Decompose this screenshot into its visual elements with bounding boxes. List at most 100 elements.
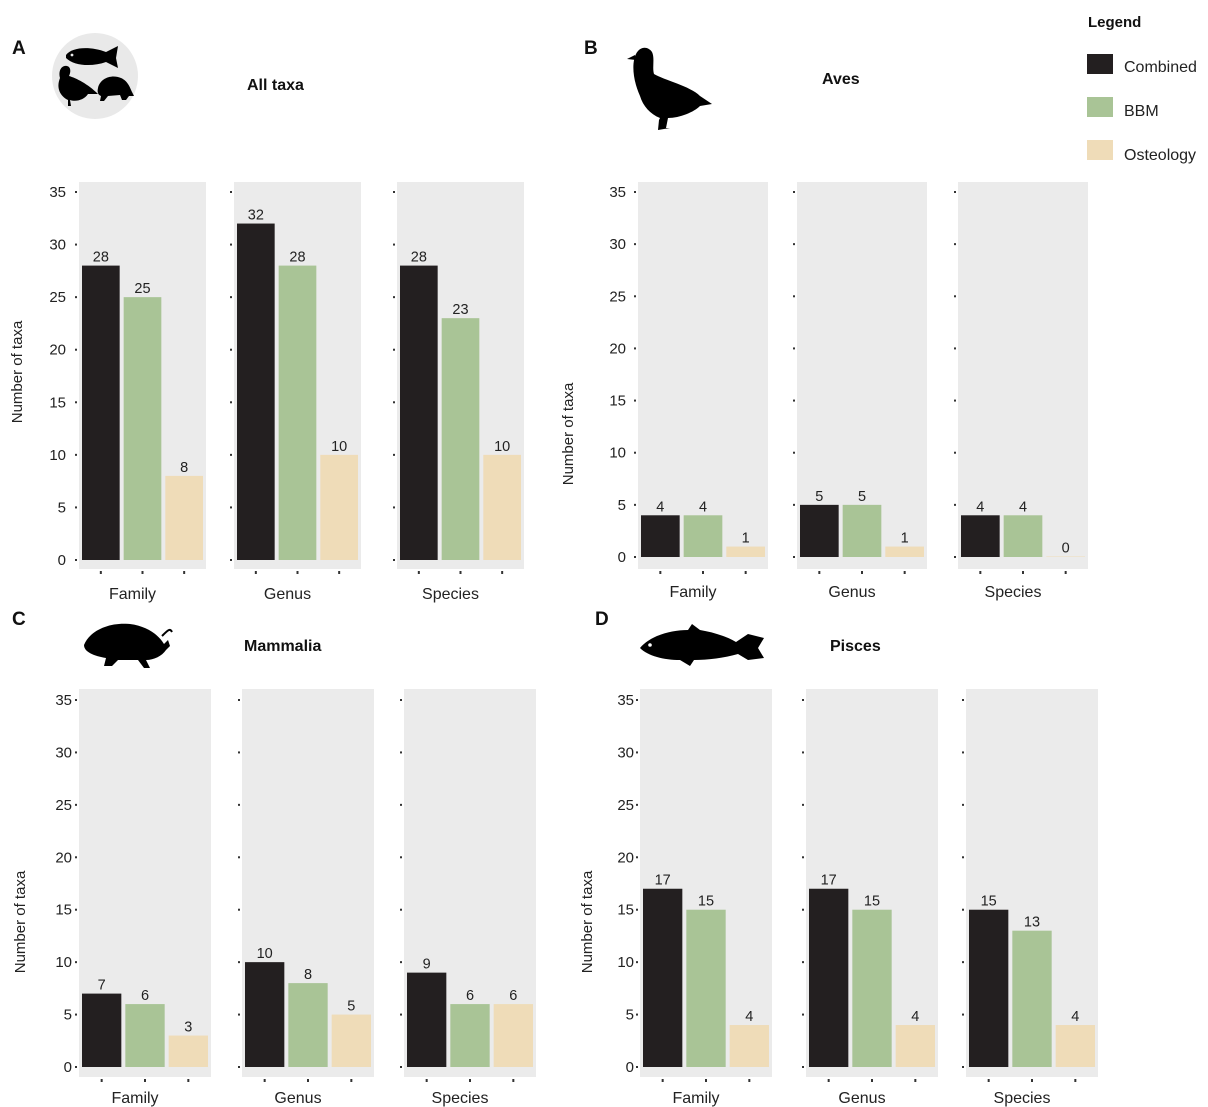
panel-b: B Aves Number of taxa [560, 38, 860, 485]
x-tick-mark-a-species-osteology [501, 571, 504, 574]
y-tick-mark-b-family-35 [634, 191, 636, 193]
bar-d-genus-osteology [895, 1025, 935, 1067]
x-tick-mark-c-family-combined [100, 1079, 103, 1082]
y-tick-mark-b-genus-5 [793, 503, 795, 506]
all-taxa-icon [52, 33, 138, 119]
bar-c-genus-osteology [331, 1014, 371, 1067]
y-tick-mark-d-genus-5 [802, 1013, 804, 1016]
bar-d-family-osteology [729, 1025, 769, 1067]
y-tick-mark-a-family-35 [75, 191, 77, 193]
y-tick-mark-d-family-0 [636, 1066, 638, 1068]
data-label-b-family-osteology: 1 [742, 531, 750, 547]
y-tick-mark-c-species-0 [400, 1066, 402, 1068]
x-tick-mark-a-genus-combined [254, 571, 257, 574]
data-label-b-genus-osteology: 1 [901, 531, 909, 547]
y-tick-mark-b-family-10 [634, 451, 636, 454]
data-label-b-species-osteology: 0 [1062, 541, 1070, 557]
y-tick-label-c-30: 30 [55, 744, 72, 761]
y-tick-mark-d-family-15 [636, 908, 638, 911]
y-tick-mark-b-species-25 [954, 295, 956, 298]
data-label-a-species-osteology: 10 [494, 439, 510, 455]
category-label-a-genus: Genus [264, 586, 311, 603]
legend-title: Legend [1088, 14, 1141, 31]
x-tick-mark-c-family-osteology [187, 1079, 190, 1082]
y-tick-label-d-30: 30 [617, 744, 634, 761]
panel-title-d: Pisces [830, 638, 881, 655]
y-tick-label-b-30: 30 [609, 236, 626, 253]
data-label-c-genus-bbm: 8 [304, 967, 312, 983]
category-label-d-family: Family [672, 1090, 719, 1107]
y-tick-mark-c-genus-5 [238, 1013, 240, 1016]
data-label-c-species-bbm: 6 [466, 988, 474, 1004]
data-label-b-genus-bbm: 5 [858, 489, 866, 505]
y-tick-label-d-0: 0 [626, 1059, 634, 1076]
y-tick-mark-a-family-5 [75, 506, 77, 509]
x-tick-mark-a-species-combined [417, 571, 420, 574]
bar-c-species-combined [407, 972, 447, 1067]
category-label-a-family: Family [109, 586, 156, 603]
bar-b-species-osteology [1046, 556, 1085, 557]
x-tick-mark-b-family-combined [659, 571, 662, 574]
y-tick-mark-d-genus-20 [802, 856, 804, 859]
y-tick-label-b-35: 35 [609, 184, 626, 201]
y-tick-label-d-10: 10 [617, 954, 634, 971]
x-tick-mark-c-species-combined [425, 1079, 428, 1082]
y-tick-mark-b-species-10 [954, 451, 956, 454]
y-tick-label-d-5: 5 [626, 1007, 634, 1024]
y-tick-label-b-20: 20 [609, 340, 626, 357]
legend-swatch-osteology [1087, 140, 1113, 160]
y-tick-mark-b-species-15 [954, 399, 956, 402]
data-label-d-family-combined: 17 [655, 873, 671, 889]
y-tick-mark-a-species-25 [393, 296, 395, 299]
y-tick-mark-c-species-10 [400, 961, 402, 964]
y-tick-mark-c-family-30 [75, 751, 77, 754]
data-label-a-genus-osteology: 10 [331, 439, 347, 455]
y-tick-mark-a-species-35 [393, 191, 395, 193]
category-label-c-species: Species [432, 1090, 489, 1107]
x-tick-mark-d-species-osteology [1074, 1079, 1077, 1082]
y-tick-mark-d-genus-10 [802, 961, 804, 964]
y-tick-mark-b-species-35 [954, 191, 956, 193]
y-tick-mark-c-family-25 [75, 803, 77, 806]
y-tick-label-c-25: 25 [55, 797, 72, 814]
y-tick-label-b-25: 25 [609, 288, 626, 305]
bar-d-species-combined [969, 909, 1009, 1067]
x-tick-mark-b-family-osteology [744, 571, 747, 574]
x-tick-mark-a-family-combined [99, 571, 102, 574]
y-tick-mark-d-genus-25 [802, 803, 804, 806]
y-tick-mark-a-genus-15 [230, 401, 232, 404]
panel-letter-b: B [584, 38, 598, 59]
y-tick-mark-d-family-5 [636, 1013, 638, 1016]
y-tick-mark-a-species-5 [393, 506, 395, 509]
legend-swatch-combined [1087, 54, 1113, 74]
bar-a-species-combined [400, 265, 438, 560]
bar-d-species-bbm [1012, 930, 1052, 1067]
bar-a-genus-osteology [320, 454, 358, 560]
y-tick-mark-a-genus-5 [230, 506, 232, 509]
bar-b-genus-bbm [842, 504, 882, 557]
data-label-b-genus-combined: 5 [815, 489, 823, 505]
y-tick-mark-b-family-30 [634, 243, 636, 246]
y-tick-mark-a-genus-0 [230, 559, 232, 561]
data-label-d-species-combined: 15 [981, 894, 997, 910]
y-tick-mark-a-species-10 [393, 453, 395, 456]
y-tick-mark-c-species-30 [400, 751, 402, 754]
y-tick-mark-b-species-20 [954, 347, 956, 350]
y-tick-mark-d-family-30 [636, 751, 638, 754]
y-tick-mark-d-species-10 [962, 961, 964, 964]
y-tick-mark-b-genus-35 [793, 191, 795, 193]
facet-bg-b-species [958, 182, 1088, 569]
y-tick-label-b-15: 15 [609, 393, 626, 410]
y-tick-mark-c-genus-35 [238, 699, 240, 701]
y-tick-label-d-35: 35 [617, 692, 634, 709]
data-label-d-genus-combined: 17 [821, 873, 837, 889]
legend-label-osteology: Osteology [1124, 147, 1196, 164]
bar-b-species-combined [961, 515, 1000, 557]
y-tick-mark-c-family-35 [75, 699, 77, 701]
panel-title-b: Aves [822, 71, 860, 88]
legend-swatch-bbm [1087, 97, 1113, 117]
bar-a-genus-bbm [278, 265, 317, 560]
y-tick-mark-b-family-25 [634, 295, 636, 298]
bar-b-genus-osteology [885, 546, 924, 557]
